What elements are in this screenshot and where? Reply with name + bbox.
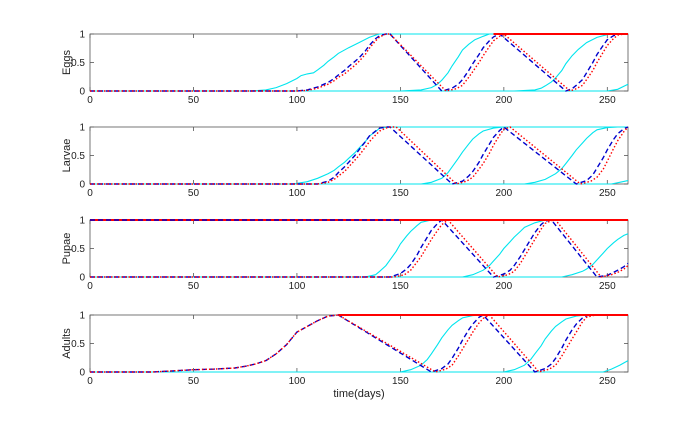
series-line-0 (90, 126, 628, 185)
series-line-2 (90, 360, 629, 373)
series-line-2 (90, 126, 628, 185)
y-axis-label: Pupae (61, 233, 73, 265)
x-tick-label: 0 (87, 95, 93, 106)
series-line-5 (90, 126, 629, 185)
x-tick-label: 200 (496, 188, 513, 199)
x-tick-label: 200 (496, 376, 513, 387)
y-axis-label: Adults (61, 328, 73, 359)
x-tick-label: 250 (599, 188, 616, 199)
y-tick-label: 1 (79, 123, 85, 134)
y-tick-label: 0.5 (71, 151, 85, 162)
series-line-3 (90, 180, 629, 185)
x-tick-label: 200 (496, 95, 513, 106)
series-line-4 (90, 219, 629, 278)
series-line-2 (90, 33, 628, 92)
x-tick-label: 0 (87, 281, 93, 292)
series-line-2 (90, 233, 629, 278)
x-tick-label: 50 (188, 95, 200, 106)
x-tick-label: 250 (599, 95, 616, 106)
series-line-1 (90, 33, 628, 92)
series-line-4 (90, 314, 598, 373)
x-tick-label: 250 (599, 281, 616, 292)
series-line-3 (90, 219, 629, 278)
series-line-4 (90, 126, 629, 185)
y-axis-label: Larvae (61, 139, 73, 173)
y-tick-label: 0.5 (71, 339, 85, 350)
x-tick-label: 250 (599, 376, 616, 387)
y-tick-label: 0 (79, 87, 85, 98)
x-tick-label: 100 (289, 188, 306, 199)
x-tick-label: 50 (188, 376, 200, 387)
x-tick-label: 100 (289, 281, 306, 292)
series-line-0 (90, 314, 628, 373)
series-line-0 (90, 219, 628, 278)
x-axis-label: time(days) (333, 388, 384, 400)
y-tick-label: 0.5 (71, 58, 85, 69)
y-tick-label: 0 (79, 273, 85, 284)
y-tick-label: 0.5 (71, 244, 85, 255)
y-tick-label: 0 (79, 180, 85, 191)
x-tick-label: 100 (289, 376, 306, 387)
y-axis-label: Eggs (61, 49, 73, 75)
series-line-1 (90, 314, 628, 373)
y-tick-label: 0 (79, 368, 85, 379)
series-line-3 (90, 83, 629, 92)
x-tick-label: 150 (392, 281, 409, 292)
series-line-4 (90, 33, 628, 92)
axes-box (89, 314, 629, 373)
subplot-eggs: 0 50 100 150 200 250 0 0.5 1 Eggs (61, 30, 629, 106)
axes-box (89, 219, 629, 278)
series-line-0 (90, 33, 628, 92)
x-tick-label: 0 (87, 376, 93, 387)
y-tick-label: 1 (79, 30, 85, 41)
x-tick-label: 50 (188, 281, 200, 292)
x-tick-label: 150 (392, 188, 409, 199)
series-line-3 (90, 314, 628, 373)
x-tick-label: 150 (392, 376, 409, 387)
subplot-adults: 0 50 100 150 200 250 0 0.5 1 Adults time(days) (61, 311, 629, 400)
x-tick-label: 200 (496, 281, 513, 292)
y-tick-label: 1 (79, 216, 85, 227)
series-line-1 (90, 219, 628, 278)
axes-box (89, 126, 629, 185)
y-tick-label: 1 (79, 311, 85, 322)
subplot-pupae: 0 50 100 150 200 250 0 0.5 1 Pupae (61, 216, 629, 292)
x-tick-label: 0 (87, 188, 93, 199)
x-tick-label: 100 (289, 95, 306, 106)
subplot-larvae: 0 50 100 150 200 250 0 0.5 1 Larvae (61, 123, 629, 199)
series-line-1 (90, 126, 628, 185)
x-tick-label: 50 (188, 188, 200, 199)
x-tick-label: 150 (392, 95, 409, 106)
